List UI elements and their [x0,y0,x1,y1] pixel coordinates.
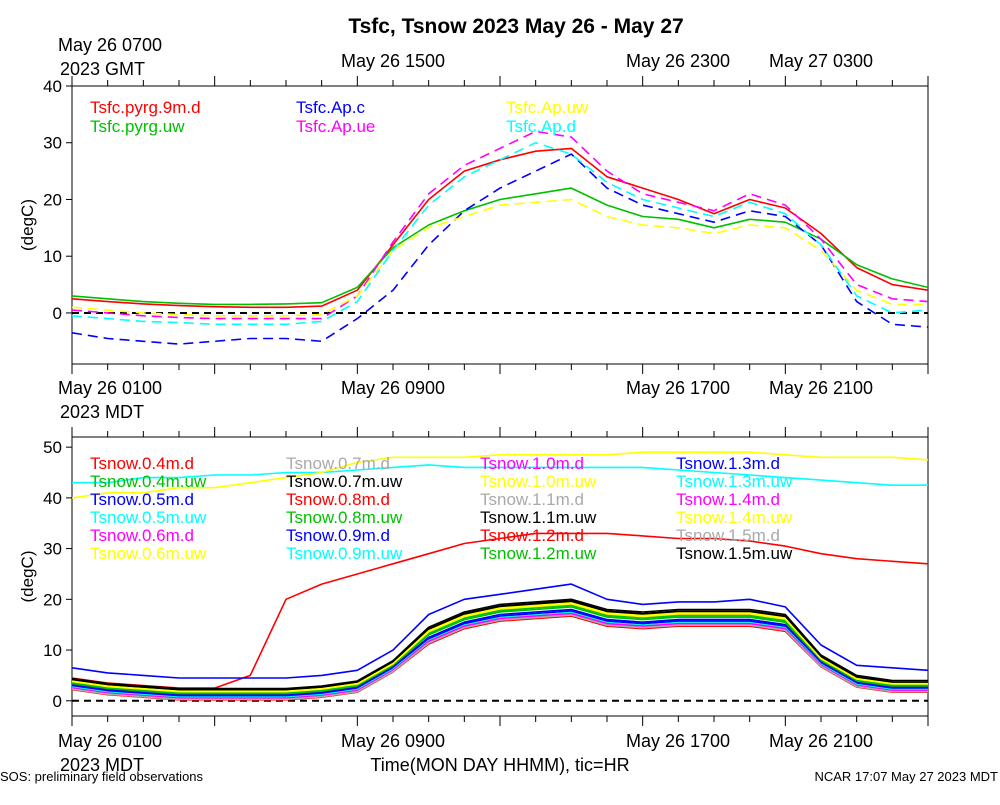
series-tsnow-0-8m-uw [72,606,928,695]
legend-tsnow-0-8m-d: Tsnow.0.8m.d [286,490,390,509]
series-tsnow-0-9m-uw [72,611,928,698]
legend-tsnow-0-6m-uw: Tsnow.0.6m.uw [90,544,207,563]
top-y-tick-label: 40 [43,77,62,96]
legend-tsnow-1-5m-uw: Tsnow.1.5m.uw [676,544,793,563]
top-y-tick-label: 20 [43,190,62,209]
x-axis-title: Time(MON DAY HHMM), tic=HR [370,755,629,775]
series-tsfc-ap-c [72,153,928,345]
series-tsnow-1-4m-d [72,612,928,700]
top-time-label: May 26 0900 [341,378,445,398]
top-plot-frame [71,85,929,365]
top-series-group [72,130,928,345]
top-y-tick-label: 10 [43,247,62,266]
legend-tsnow-0-5m-uw: Tsnow.0.5m.uw [90,508,207,527]
footer-left: SOS: preliminary field observations [0,769,204,784]
legend-tsfc-ap-c: Tsfc.Ap.c [296,98,365,117]
top-time-label-sub: 2023 MDT [60,402,144,422]
bottom-y-tick-label: 40 [43,489,62,508]
legend-tsnow-0-9m-uw: Tsnow.0.9m.uw [286,544,403,563]
top-time-label: May 26 1500 [341,51,445,71]
top-time-label: May 26 0100 [58,378,162,398]
top-y-tick-label: 0 [53,304,62,323]
legend-tsnow-1-2m-uw: Tsnow.1.2m.uw [480,544,597,563]
series-tsnow-1-5m-d [72,614,928,701]
bottom-y-tick-label: 20 [43,590,62,609]
bottom-time-label: May 26 1700 [626,731,730,751]
legend-tsfc-ap-uw: Tsfc.Ap.uw [506,98,589,117]
series-tsnow-1-3m-uw [72,611,928,699]
top-panel: 40 30 20 10 0 (degC) May 26 0700 2023 GMT May 26… [18,35,929,422]
legend-tsnow-0-9m-d: Tsnow.0.9m.d [286,526,390,545]
top-time-label: May 26 0700 [58,35,162,55]
legend-tsnow-0-7m-uw: Tsnow.0.7m.uw [286,472,403,491]
series-tsfc-ap-d [72,141,928,326]
bottom-time-label: May 26 2100 [769,731,873,751]
bottom-y-tick-label: 10 [43,641,62,660]
bottom-time-label: May 26 0900 [341,731,445,751]
series-tsnow-1-1m-d [72,613,928,700]
top-time-label-sub: 2023 GMT [60,59,145,79]
legend-tsnow-1-2m-d: Tsnow.1.2m.d [480,526,584,545]
series-tsnow-0-6m-uw [72,451,928,499]
legend-tsnow-0-4m-d: Tsnow.0.4m.d [90,454,194,473]
bottom-y-axis-label: (degC) [18,551,37,603]
bottom-y-tick-label: 30 [43,540,62,559]
bottom-y-tick-label: 50 [43,438,62,457]
legend-tsnow-1-1m-uw: Tsnow.1.1m.uw [480,508,597,527]
series-tsnow-1-2m-uw [72,604,928,694]
legend-tsnow-1-4m-d: Tsnow.1.4m.d [676,490,780,509]
bottom-y-tick-label: 0 [53,692,62,711]
legend-tsfc-ap-ue: Tsfc.Ap.ue [296,117,375,136]
legend-tsfc-pyrg-9m-d: Tsfc.pyrg.9m.d [90,98,201,117]
series-tsfc-ap-ue [72,130,928,320]
legend-tsnow-0-7m-d: Tsnow.0.7m.d [286,454,390,473]
legend-tsnow-1-0m-d: Tsnow.1.0m.d [480,454,584,473]
legend-tsnow-1-5m-d: Tsnow.1.5m.d [676,526,780,545]
series-tsnow-1-1m-uw [72,599,928,691]
bottom-time-label-sub: 2023 MDT [60,755,144,775]
series-tsnow-0-9m-d [72,608,928,697]
legend-tsnow-0-5m-d: Tsnow.0.5m.d [90,490,194,509]
bottom-time-label: May 26 0100 [58,731,162,751]
series-tsfc-ap-uw [72,198,928,317]
legend-tsnow-1-3m-d: Tsnow.1.3m.d [676,454,780,473]
bottom-panel: 50 40 30 20 10 0 (degC) May 26 0100 2023 MDT May … [18,427,929,775]
legend-tsnow-0-4m-uw: Tsnow.0.4m.uw [90,472,207,491]
top-y-tick-label: 30 [43,134,62,153]
top-time-label: May 26 1700 [626,378,730,398]
chart-title: Tsfc, Tsnow 2023 May 26 - May 27 [348,15,683,38]
legend-tsfc-ap-d: Tsfc.Ap.d [506,117,576,136]
series-tsfc-pyrg-uw [72,187,928,306]
series-tsnow-1-5m-uw [72,598,928,690]
series-tsnow-0-6m-d [72,611,928,697]
top-y-axis-label: (degC) [18,199,37,251]
legend-tsnow-1-1m-d: Tsnow.1.1m.d [480,490,584,509]
top-time-label: May 26 2300 [626,51,730,71]
bottom-series-group [72,451,928,701]
series-tsnow-1-4m-uw [72,603,928,693]
top-time-label: May 26 2100 [769,378,873,398]
legend-tsnow-1-0m-uw: Tsnow.1.0m.uw [480,472,597,491]
legend-tsfc-pyrg-uw: Tsfc.pyrg.uw [90,117,185,136]
series-tsnow-0-5m-d [72,583,928,679]
footer-right: NCAR 17:07 May 27 2023 MDT [814,769,998,784]
series-tsnow-0-5m-uw [72,464,928,487]
legend-tsnow-0-8m-uw: Tsnow.0.8m.uw [286,508,403,527]
legend-tsnow-1-4m-uw: Tsnow.1.4m.uw [676,508,793,527]
series-tsnow-1-0m-d [72,612,928,699]
series-tsfc-pyrg-9m-d [72,147,928,309]
top-time-label: May 27 0300 [769,51,873,71]
series-tsnow-1-3m-d [72,610,928,698]
legend-tsnow-1-3m-uw: Tsnow.1.3m.uw [676,472,793,491]
legend-tsnow-0-6m-d: Tsnow.0.6m.d [90,526,194,545]
series-tsnow-1-2m-d [72,615,928,701]
